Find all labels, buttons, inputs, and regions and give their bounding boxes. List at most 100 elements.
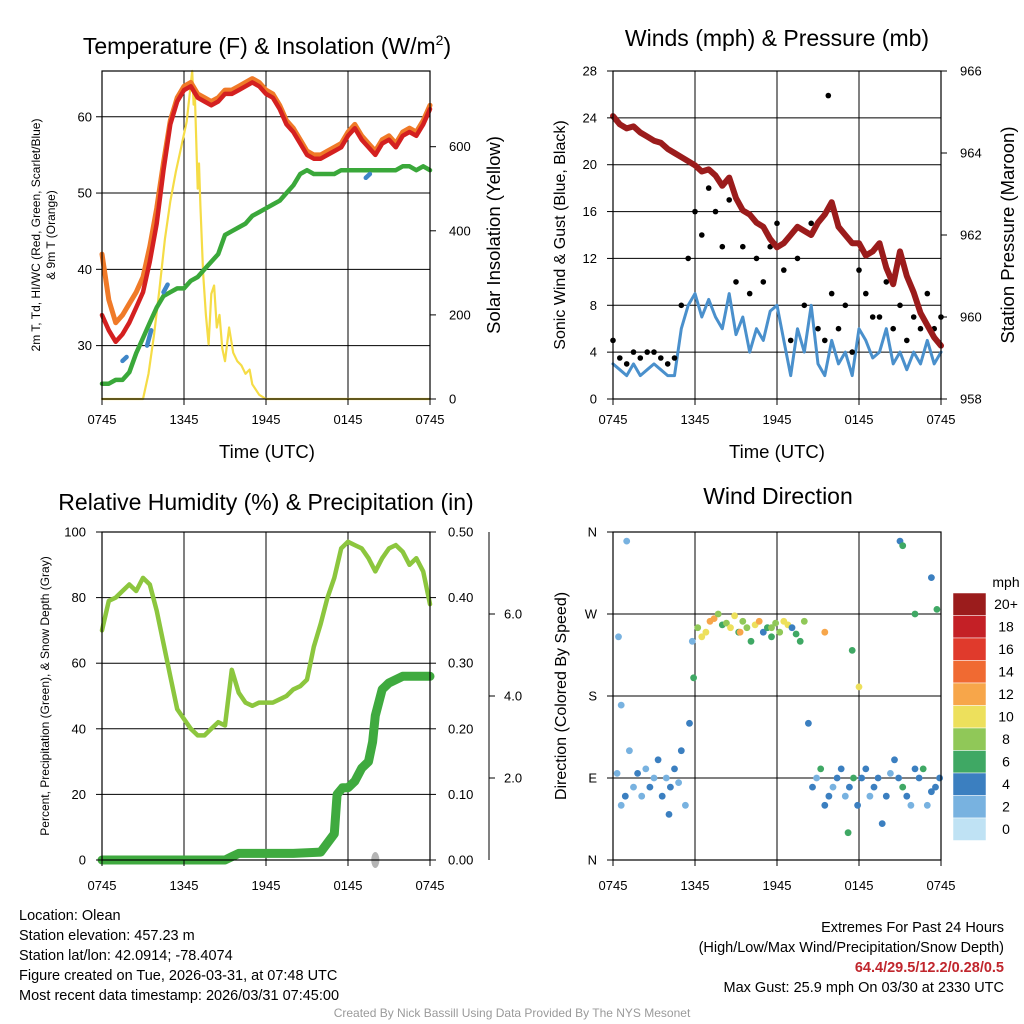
humidity-axes: 0 20 40 60 80 100 0.00 0.10 0.20 0.30 0.40 0.50 2.0 4… <box>64 525 522 894</box>
gust-point <box>617 355 623 361</box>
y-tick-label: N <box>588 525 597 540</box>
y-tick-label: 40 <box>78 262 92 277</box>
colorbar-swatch <box>952 682 987 706</box>
wind-direction-point <box>690 674 697 682</box>
extremes-values: 64.4/29.5/12.2/0.28/0.5 <box>854 960 1004 976</box>
y-tick-label: 0 <box>79 853 86 868</box>
colorbar-title: mph <box>992 574 1019 590</box>
colorbar-swatch <box>952 592 987 616</box>
wind-direction-point <box>638 792 646 800</box>
gust-point <box>883 279 890 285</box>
y-tick-label: 8 <box>590 298 597 313</box>
x-tick-label: 0145 <box>845 412 874 427</box>
wind-direction-point <box>686 719 693 727</box>
gust-point <box>705 185 712 191</box>
station-info: Location: Olean Station elevation: 457.2… <box>19 906 339 1006</box>
colorbar-swatch <box>952 817 987 841</box>
wind-direction-point <box>928 574 935 581</box>
humidity-y-label: Percent, Precipitation (Green), & Snow D… <box>38 556 52 835</box>
gust-point <box>740 243 746 250</box>
y-right-tick-label: 962 <box>960 228 982 243</box>
winds-series <box>610 92 944 378</box>
y-tick-label: 40 <box>72 721 86 736</box>
y-tick-label: N <box>588 853 597 868</box>
max-gust-point <box>825 92 832 99</box>
wind-direction-point <box>907 801 915 809</box>
gust-point <box>876 314 883 320</box>
winds-x-label: Time (UTC) <box>729 441 825 462</box>
colorbar-swatch <box>952 637 987 661</box>
wind-direction-point <box>923 801 931 809</box>
wind-direction-point <box>630 783 637 791</box>
gust-point <box>842 302 849 309</box>
gust-point <box>658 355 664 361</box>
wind-direction-point <box>874 774 882 782</box>
wind-direction-point <box>675 779 682 786</box>
wind-direction-point <box>841 792 849 800</box>
colorbar-label: 14 <box>998 664 1014 680</box>
colorbar-label: 0 <box>1002 821 1010 837</box>
gust-point <box>671 355 678 361</box>
gust-point <box>623 361 630 367</box>
wind-direction-point <box>615 633 622 641</box>
wind-direction-point <box>710 615 718 622</box>
gust-point <box>651 349 657 355</box>
wind-direction-point <box>833 774 841 782</box>
wind-direction-point <box>817 765 825 773</box>
y-right-tick-label: 200 <box>449 307 471 322</box>
colorbar-label: 20+ <box>994 596 1018 612</box>
wind-direction-point <box>642 765 650 773</box>
x-tick-label: 0145 <box>845 878 874 893</box>
wind-direction-point <box>759 628 767 636</box>
temperature-y-label-line1: 2m T, Td, HI/WC (Red, Green, Scarlet/Blu… <box>29 119 43 352</box>
humidity-series <box>97 539 435 868</box>
wind-direction-point <box>768 624 775 632</box>
y-right-tick-label: 964 <box>960 146 982 161</box>
y-right-tick-label: 400 <box>449 223 471 238</box>
wind-direction-point <box>736 628 744 636</box>
gust-point <box>774 220 780 227</box>
precip-tick-label: 0.50 <box>448 525 473 540</box>
insolation-y-label: Solar Insolation (Yellow) <box>483 136 504 334</box>
wind-direction-point <box>714 610 722 618</box>
gust-point <box>637 355 644 361</box>
x-tick-label: 1945 <box>252 878 281 893</box>
snow-tick-label: 4.0 <box>504 689 522 704</box>
sonic-wind-line <box>611 292 943 378</box>
y-tick-label: 24 <box>583 110 597 125</box>
wind-direction-point <box>617 701 625 709</box>
colorbar-label: 8 <box>1002 731 1010 747</box>
x-tick-label: 0745 <box>416 878 445 893</box>
wind-direction-point <box>878 820 886 827</box>
wind-direction-point <box>919 765 927 773</box>
colorbar-swatch <box>952 615 987 639</box>
x-tick-label: 0745 <box>416 412 445 427</box>
y-tick-label: W <box>585 607 598 622</box>
gust-point <box>692 208 698 215</box>
wind-direction-point <box>911 765 919 773</box>
wind-direction-point <box>688 637 696 645</box>
y-right-tick-label: 958 <box>960 392 982 407</box>
winds-panel: Winds (mph) & Pressure (mb) 0 4 8 12 16 20 24 2… <box>552 25 1018 462</box>
colorbar-label: 10 <box>998 709 1014 725</box>
gust-point <box>808 220 814 227</box>
wind-direction-point <box>768 633 775 641</box>
gust-point <box>890 325 896 332</box>
wind-direction-point <box>805 719 812 727</box>
x-tick-label: 1345 <box>170 412 199 427</box>
winds-y-label: Sonic Wind & Gust (Blue, Black) <box>552 120 569 349</box>
max-gust: Max Gust: 25.9 mph On 03/30 at 2330 UTC <box>723 980 1004 996</box>
x-tick-label: 0745 <box>927 878 956 893</box>
gust-point <box>630 349 637 355</box>
wind-direction-point <box>731 612 738 620</box>
x-tick-label: 0745 <box>599 412 628 427</box>
precip-tick-label: 0.40 <box>448 590 473 605</box>
colorbar-swatch <box>952 772 987 796</box>
x-tick-label: 0745 <box>88 412 117 427</box>
y-right-tick-label: 966 <box>960 64 982 79</box>
x-tick-label: 0145 <box>334 412 363 427</box>
gust-point <box>828 290 835 297</box>
y-tick-label: 0 <box>590 392 597 407</box>
